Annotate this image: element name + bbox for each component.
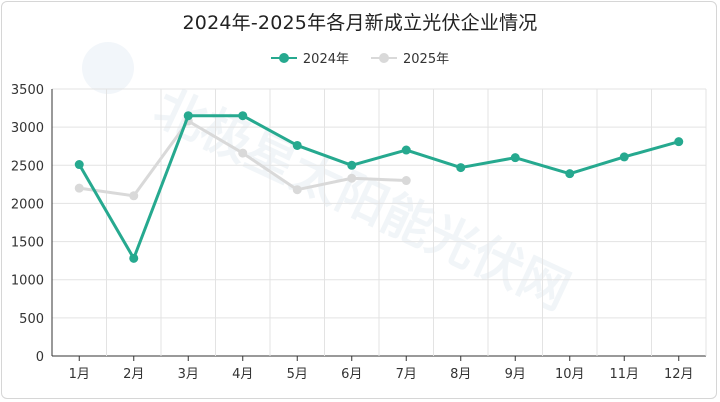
x-tick-label: 11月 — [609, 367, 639, 382]
x-tick-label: 7月 — [396, 367, 417, 382]
legend-item-2025[interactable]: 2025年 — [371, 48, 449, 67]
x-tick-label: 5月 — [287, 367, 308, 382]
x-tick-label: 12月 — [664, 367, 694, 382]
data-point-2024年 — [238, 111, 248, 121]
legend-label-2024: 2024年 — [302, 52, 349, 67]
x-tick-label: 8月 — [450, 367, 471, 382]
legend-item-2024[interactable]: 2024年 — [270, 48, 349, 67]
chart-legend: 2024年 2025年 — [0, 48, 720, 67]
data-point-2024年 — [674, 137, 684, 147]
y-tick-label: 500 — [19, 312, 44, 327]
data-point-2024年 — [510, 153, 520, 163]
x-tick-label: 9月 — [505, 367, 526, 382]
data-point-2024年 — [619, 152, 629, 162]
data-point-2024年 — [74, 160, 84, 170]
legend-swatch-2024 — [270, 52, 297, 64]
x-tick-label: 6月 — [341, 367, 362, 382]
data-point-2024年 — [292, 140, 302, 150]
chart-title: 2024年-2025年各月新成立光伏企业情况 — [182, 12, 538, 34]
data-point-2024年 — [183, 111, 193, 121]
x-tick-label: 10月 — [555, 367, 585, 382]
data-point-2025年 — [347, 173, 357, 183]
data-point-2024年 — [565, 169, 575, 179]
watermark-logo-icon — [82, 42, 134, 94]
data-point-2025年 — [292, 185, 302, 195]
x-tick-label: 3月 — [178, 367, 199, 382]
legend-label-2025: 2025年 — [403, 52, 450, 67]
series-line-2024年 — [77, 114, 680, 260]
y-tick-label: 1000 — [11, 274, 44, 289]
y-tick-label: 2500 — [11, 159, 44, 174]
data-point-2025年 — [74, 183, 84, 193]
y-tick-label: 0 — [36, 350, 44, 365]
data-point-2025年 — [129, 191, 139, 201]
data-point-2024年 — [456, 163, 466, 173]
data-point-2024年 — [401, 145, 411, 155]
x-tick-label: 2月 — [123, 367, 144, 382]
data-point-2025年 — [238, 148, 248, 158]
x-tick-label: 4月 — [232, 367, 253, 382]
legend-swatch-2025 — [371, 52, 397, 64]
data-point-2025年 — [401, 176, 411, 186]
y-tick-label: 3500 — [11, 83, 44, 98]
y-tick-label: 3000 — [11, 121, 44, 136]
y-tick-label: 1500 — [11, 236, 44, 251]
data-point-2024年 — [129, 253, 139, 263]
data-point-2024年 — [347, 160, 357, 170]
y-tick-label: 2000 — [11, 197, 44, 212]
x-tick-label: 1月 — [69, 367, 90, 382]
